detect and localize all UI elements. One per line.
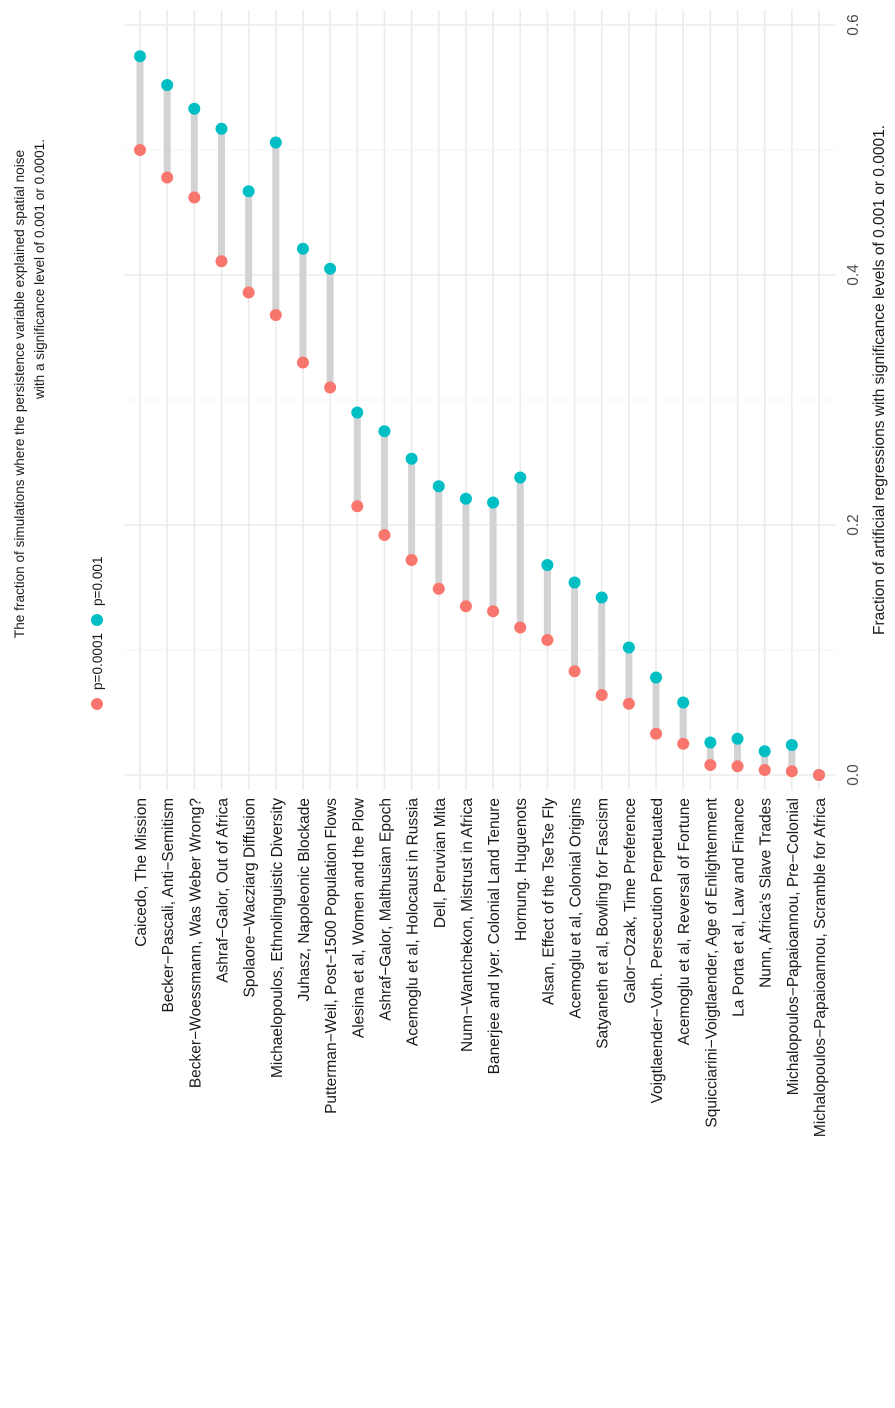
- point-p001: [161, 79, 174, 91]
- category-labels: Caicedo, The Mission Becker−Pascali, Anti…: [133, 797, 829, 1137]
- point-p001: [514, 471, 527, 484]
- point-p0001: [704, 759, 717, 771]
- point-p001: [459, 492, 472, 505]
- point-p0001: [351, 500, 364, 513]
- point-p0001: [622, 697, 635, 710]
- value-tick-label: 0.4: [845, 264, 862, 286]
- point-p0001: [785, 765, 798, 778]
- legend-key-p0001: [91, 698, 103, 710]
- legend-key-p001: [91, 614, 103, 626]
- point-p001: [731, 732, 744, 745]
- category-label: Putterman−Weil, Post−1500 Population Flo…: [323, 798, 340, 1114]
- category-label: Ashraf−Galor, Malthusian Epoch: [377, 798, 394, 1021]
- point-p001: [134, 50, 146, 63]
- point-p001: [541, 559, 554, 571]
- category-label: Caicedo, The Mission: [133, 798, 150, 947]
- point-p001: [758, 745, 771, 758]
- point-p0001: [161, 171, 174, 184]
- point-p0001: [541, 634, 554, 646]
- category-label: Hornung. Huguenots: [513, 798, 530, 941]
- category-label: Dell, Peruvian Mita: [432, 798, 449, 928]
- point-p001: [269, 136, 282, 149]
- point-p001: [595, 591, 608, 604]
- category-label: Acemoglu et al, Holocaust in Russia: [405, 798, 422, 1047]
- category-label: Alsan, Effect of the TseTse Fly: [540, 798, 557, 1005]
- category-label: Nunn−Wantchekon, Mistrust in Africa: [459, 798, 476, 1052]
- chart-subtitle-line-1: The fraction of simulations where the pe…: [12, 150, 27, 638]
- dumbbell-segments: [136, 56, 796, 772]
- grid-lines: [124, 10, 836, 790]
- value-tick-label: 0.2: [845, 514, 862, 536]
- point-p0001: [487, 605, 500, 618]
- category-label: Alesina et al, Women and the Plow: [350, 797, 367, 1038]
- category-label: Michalopoulos−Papaioannou, Pre−Colonial: [785, 798, 802, 1095]
- category-label: Michalopoulos−Papaioannou, Scramble for …: [812, 798, 829, 1137]
- point-p001: [242, 185, 255, 198]
- legend-label-p0001: p=0.0001: [90, 633, 105, 690]
- category-label: Nunn, Africa's Slave Trades: [758, 798, 775, 988]
- category-label: Juhasz, Napoleonic Blockade: [296, 798, 313, 1001]
- category-label: Becker−Pascali, Anti−Semitism: [160, 798, 177, 1013]
- category-label: Satyaneth et al, Bowling for Fascism: [595, 798, 612, 1049]
- point-p0001: [215, 255, 228, 268]
- point-p0001: [514, 621, 527, 634]
- point-p0001: [758, 764, 771, 776]
- point-p001: [296, 242, 309, 255]
- point-p001: [785, 739, 798, 751]
- point-p001: [432, 480, 445, 493]
- point-p001: [378, 425, 391, 438]
- point-p0001: [188, 191, 201, 204]
- value-tick-labels: 0.0 0.2 0.4 0.6: [845, 14, 862, 786]
- point-p0001: [813, 769, 825, 781]
- point-p001: [704, 736, 717, 749]
- category-label: Acemoglu et al, Reversal of Fortune: [676, 798, 693, 1045]
- point-p001: [351, 406, 364, 419]
- point-p0001: [568, 665, 581, 678]
- point-p001: [188, 102, 201, 115]
- point-p0001: [595, 689, 608, 701]
- point-p0001: [731, 760, 744, 773]
- point-p0001: [269, 309, 282, 321]
- category-label: La Porta et al, Law and Finance: [731, 798, 748, 1017]
- point-p0001: [677, 737, 690, 750]
- point-p001: [215, 122, 228, 135]
- point-p001: [405, 452, 418, 465]
- point-p001: [622, 641, 635, 654]
- point-p0001: [296, 356, 309, 369]
- chart-subtitle-line-2: with a significance level of 0.001 or 0.…: [32, 139, 47, 400]
- point-p001: [650, 671, 663, 684]
- point-p0001: [134, 144, 146, 156]
- point-p0001: [650, 727, 663, 740]
- point-p0001: [378, 529, 391, 541]
- legend-label-p001: p=0.001: [90, 556, 105, 606]
- category-label: Squicciarini−Voigtlaender, Age of Enligh…: [703, 797, 720, 1127]
- value-tick-label: 0.6: [845, 14, 862, 36]
- point-p001: [487, 496, 500, 509]
- category-label: Acemoglu et al, Colonial Origins: [568, 798, 585, 1019]
- value-tick-label: 0.0: [845, 764, 862, 786]
- data-points: [134, 50, 825, 781]
- category-label: Ashraf−Galor, Out of Africa: [214, 798, 231, 983]
- value-axis-title: Fraction of artificial regressions with …: [871, 125, 888, 635]
- legend: p=0.0001 p=0.001: [90, 556, 105, 710]
- point-p001: [677, 696, 690, 709]
- point-p0001: [324, 381, 337, 394]
- point-p0001: [242, 286, 255, 299]
- point-p001: [324, 262, 337, 275]
- point-p0001: [405, 554, 418, 566]
- category-label: Michaelopoulos, Ethnolinguistic Diversit…: [269, 798, 286, 1078]
- point-p0001: [459, 600, 472, 613]
- point-p001: [568, 576, 581, 589]
- category-label: Becker−Woessmann, Was Weber Wrong?: [187, 798, 204, 1089]
- category-label: Galor−Ozak, Time Preference: [622, 798, 639, 1003]
- category-label: Banerjee and Iyer. Colonial Land Tenure: [486, 798, 503, 1074]
- category-label: Voigtlaender−Voth. Persecution Perpetuat…: [649, 798, 666, 1104]
- category-label: Spolaore−Wacziarg Diffusion: [242, 798, 259, 997]
- plot-area: Caicedo, The Mission Becker−Pascali, Anti…: [124, 10, 862, 1137]
- point-p0001: [432, 582, 445, 595]
